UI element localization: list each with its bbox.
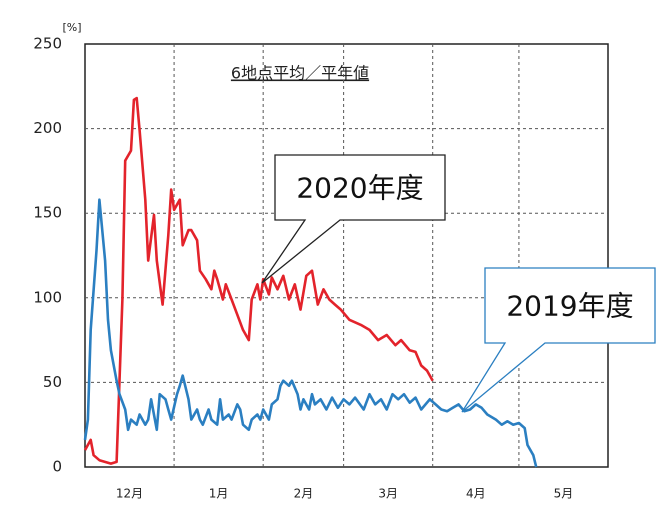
callout-box (461, 267, 656, 413)
y-tick-label: 100 (33, 288, 62, 306)
series-line (83, 198, 538, 468)
y-tick-label: 50 (43, 373, 62, 391)
y-tick-label: 250 (33, 35, 62, 53)
callout-label: 2020年度 (296, 172, 423, 205)
chart-title: 6地点平均／平年値 (231, 64, 369, 83)
y-tick-label: 0 (52, 458, 62, 476)
plot-frame (84, 43, 609, 468)
y-tick-label: 200 (33, 119, 62, 137)
y-tick-label: 150 (33, 204, 62, 222)
callout-box (261, 154, 446, 284)
x-tick-label: 5月 (554, 487, 574, 501)
x-tick-label: 4月 (466, 487, 486, 501)
x-tick-label: 2月 (294, 487, 314, 501)
x-tick-label: 12月 (116, 487, 143, 501)
x-tick-label: 3月 (378, 487, 398, 501)
series-line (83, 96, 434, 465)
y-unit: [%] (62, 21, 81, 34)
callout-label: 2019年度 (506, 290, 633, 323)
x-tick-label: 1月 (209, 487, 229, 501)
